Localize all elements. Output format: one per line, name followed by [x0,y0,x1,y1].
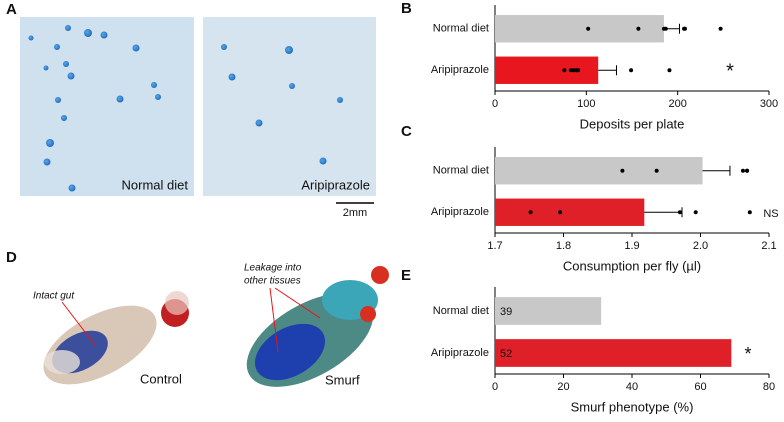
image-caption: Smurf [325,372,360,387]
x-tick-label: 100 [577,98,595,110]
x-tick-label: 0 [492,98,498,110]
x-tick-label: 2.1 [761,240,776,252]
data-point [740,168,745,173]
bar [495,56,599,84]
bar [495,297,602,325]
annotation: Leakage into [244,263,302,274]
data-point [663,26,668,31]
annotation: other tissues [244,276,301,287]
data-point [682,26,687,31]
x-tick-label: 200 [668,98,686,110]
data-point [629,68,634,73]
bar-label: 52 [500,348,512,360]
x-axis-label: Deposits per plate [580,116,685,131]
y-tick-label: Aripiprazole [431,206,489,218]
y-tick-label: Normal diet [433,305,489,317]
panel-label: D [6,249,17,266]
bar-label: 39 [500,306,512,318]
x-tick-label: 2.0 [693,240,708,252]
fly-image [43,291,189,385]
data-point [654,168,659,173]
fly-image [246,266,389,387]
bar [495,157,703,185]
annotation: Intact gut [33,291,75,302]
y-tick-label: Aripiprazole [431,347,489,359]
pointer [61,301,96,346]
bar [495,339,732,367]
data-point [747,210,752,215]
annotation: * [744,344,751,364]
data-point [586,26,591,31]
x-tick-label: 60 [694,381,706,393]
error-bar [598,65,617,76]
scale-label: 2mm [343,207,367,219]
data-point [576,68,581,73]
error-bar [644,207,683,218]
annotation: NS [763,208,778,220]
data-point [745,168,750,173]
x-tick-label: 0 [492,381,498,393]
y-tick-label: Normal diet [433,165,489,177]
x-tick-label: 1.8 [556,240,571,252]
data-point [562,68,567,73]
x-tick-label: 1.7 [487,240,502,252]
data-point [636,26,641,31]
panel-label: E [401,267,411,284]
x-tick-label: 80 [763,381,775,393]
y-tick-label: Normal diet [433,23,489,35]
panel-label: C [401,123,412,140]
data-point [677,210,682,215]
y-tick-label: Aripiprazole [431,64,489,76]
x-tick-label: 300 [760,98,778,110]
bar [495,15,664,43]
data-point [528,210,533,215]
image-caption: Normal diet [122,177,189,192]
data-point [718,26,723,31]
x-tick-label: 1.9 [624,240,639,252]
image-caption: Aripiprazole [301,177,370,192]
x-tick-label: 40 [626,381,638,393]
data-point [667,68,672,73]
x-axis-label: Smurf phenotype (%) [571,399,694,414]
annotation: * [726,61,734,83]
data-point [568,68,573,73]
error-bar [702,165,731,176]
image-caption: Control [140,371,182,386]
plate-image [203,17,376,196]
x-axis-label: Consumption per fly (µl) [563,258,701,273]
plate-image [20,17,194,196]
bar [495,198,645,226]
pointer [269,287,279,353]
x-tick-label: 20 [557,381,569,393]
data-point [571,68,576,73]
pointer [274,287,321,319]
panel-label: A [6,1,17,18]
panel-label: B [401,0,412,17]
data-point [693,210,698,215]
data-point [558,210,563,215]
data-point [620,168,625,173]
